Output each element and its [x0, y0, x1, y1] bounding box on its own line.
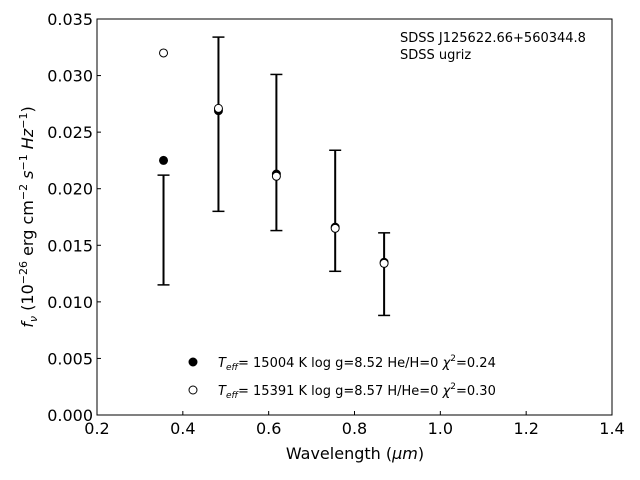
- x-axis-title: Wavelength (μm): [286, 444, 424, 463]
- y-tick-label: 0.030: [47, 67, 93, 86]
- y-tick-label: 0.015: [47, 236, 93, 255]
- legend-filled-marker: [188, 357, 198, 367]
- open-marker: [379, 258, 389, 268]
- y-tick-label: 0.025: [47, 123, 93, 142]
- open-marker: [159, 48, 169, 58]
- annotation-object: SDSS J125622.66+560344.8: [400, 31, 586, 46]
- legend: Teff= 15004 K log g=8.52 He/H=0 χ2=0.24 T…: [188, 354, 496, 401]
- plot-background: [97, 19, 612, 415]
- x-tick-label: 1.0: [428, 419, 453, 438]
- filled-marker: [159, 155, 169, 165]
- x-tick-label: 0.2: [84, 419, 109, 438]
- plot-frame: [96, 18, 613, 416]
- error-bar: [378, 232, 391, 317]
- y-tick-label: 0.020: [47, 180, 93, 199]
- ticks: 0.2 0.4 0.6 0.8 1.0 1.2 1.4 0.000 0.005 0.010 0.01…: [47, 10, 625, 438]
- markers: [159, 48, 389, 268]
- y-axis-title: fν (10−26 erg cm−2 s−1 Hz−1): [17, 106, 40, 327]
- error-bar: [329, 149, 342, 273]
- x-tick-label: 1.4: [599, 419, 624, 438]
- legend-entry: Teff= 15391 K log g=8.57 H/He=0 χ2=0.30: [218, 382, 496, 401]
- y-tick-label: 0.000: [47, 406, 93, 425]
- error-bar: [270, 73, 283, 232]
- open-marker: [213, 103, 223, 113]
- y-tick-label: 0.010: [47, 293, 93, 312]
- x-tick-label: 0.4: [170, 419, 195, 438]
- open-marker: [330, 223, 340, 233]
- error-bar: [212, 36, 225, 213]
- error-bar: [157, 174, 170, 286]
- y-tick-label: 0.035: [47, 10, 93, 29]
- legend-open-marker: [188, 385, 198, 395]
- x-tick-label: 0.6: [256, 419, 281, 438]
- x-tick-label: 1.2: [513, 419, 538, 438]
- x-tick-label: 0.8: [342, 419, 367, 438]
- error-bars: [157, 36, 391, 317]
- open-marker: [271, 171, 281, 181]
- annotation-survey: SDSS ugriz: [400, 48, 471, 63]
- legend-entry: Teff= 15004 K log g=8.52 He/H=0 χ2=0.24: [218, 354, 496, 373]
- y-tick-label: 0.005: [47, 349, 93, 368]
